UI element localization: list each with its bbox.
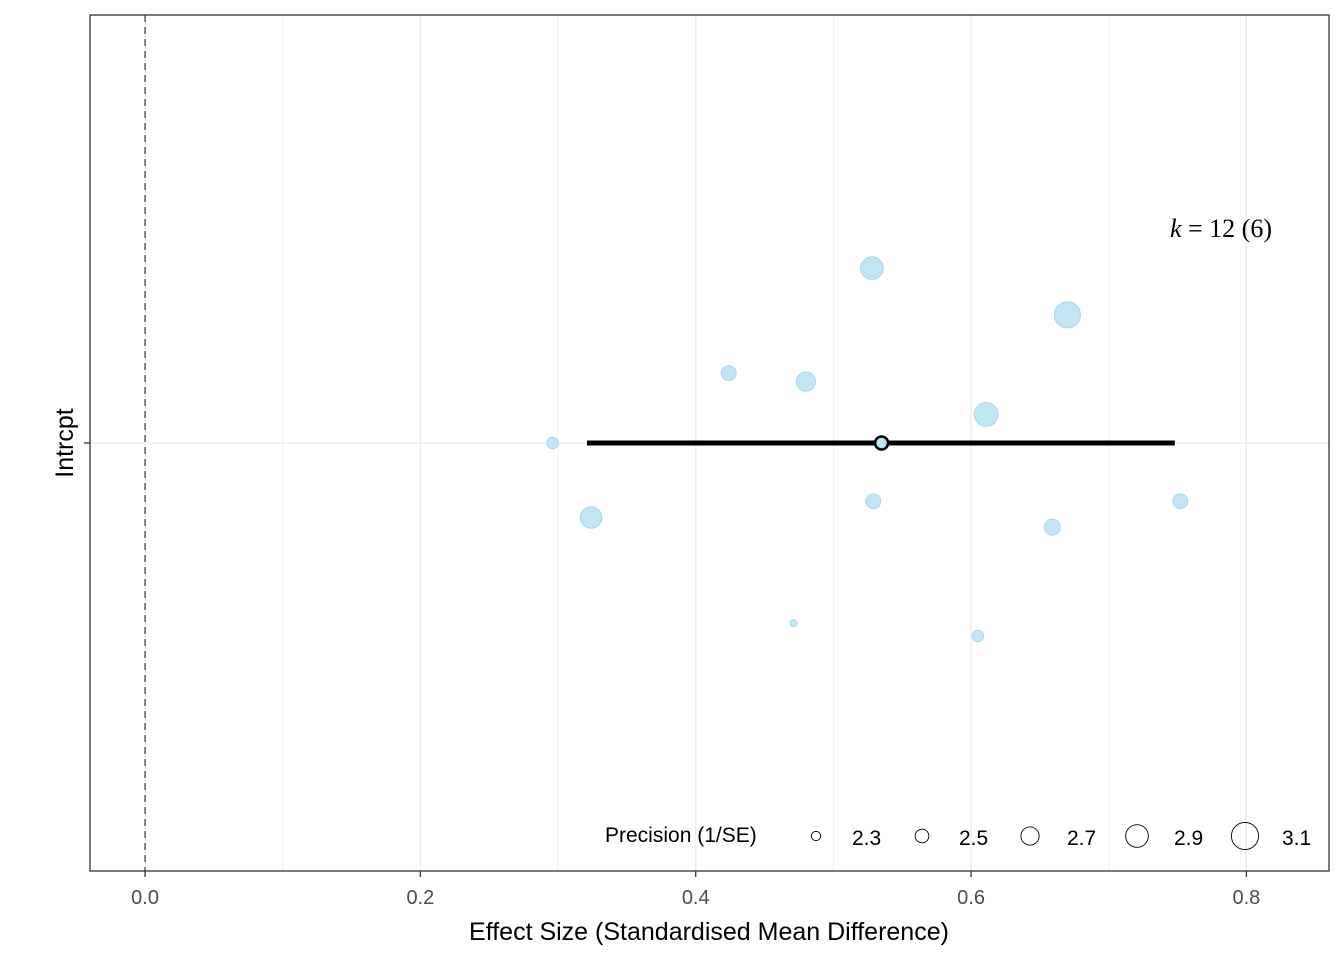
- k-annotation: k = 12 (6): [1170, 214, 1272, 243]
- study-points: [546, 256, 1189, 643]
- x-tick-label: 0.8: [1232, 887, 1260, 909]
- size-legend-label-1: 2.3: [852, 827, 881, 850]
- x-axis: 0.0 0.2 0.4 0.6 0.8: [131, 871, 1260, 909]
- study-point-3: [720, 365, 737, 382]
- study-point-10: [1043, 518, 1061, 536]
- x-tick-label: 0.6: [957, 887, 985, 909]
- study-point-4: [795, 371, 817, 392]
- size-legend-key-5: [1230, 821, 1260, 851]
- size-legend-title: Precision (1/SE): [605, 824, 757, 847]
- size-legend-label-4: 2.9: [1174, 827, 1203, 850]
- size-legend-key-3: [1020, 826, 1040, 846]
- size-legend-key-4: [1125, 824, 1149, 848]
- study-point-5: [973, 402, 999, 427]
- x-tick-label: 0.2: [406, 887, 434, 909]
- size-legend-label-2: 2.5: [959, 827, 988, 850]
- study-point-1: [860, 256, 884, 280]
- size-legend: Precision (1/SE) 2.3 2.5 2.7 2.9 3.1: [605, 821, 1311, 851]
- study-point-12: [971, 629, 985, 643]
- study-point-9: [1172, 493, 1189, 510]
- estimate-point: [873, 435, 890, 451]
- x-tick-label: 0.4: [682, 887, 710, 909]
- study-point-7: [579, 506, 603, 529]
- study-point-11: [789, 619, 798, 628]
- study-point-2: [1053, 301, 1081, 329]
- size-legend-label-5: 3.1: [1282, 827, 1311, 850]
- size-legend-key-1: [810, 830, 822, 842]
- study-point-6: [546, 436, 559, 450]
- pooled-estimate: [586, 435, 1175, 451]
- x-tick-label: 0.0: [131, 887, 159, 909]
- x-axis-title: Effect Size (Standardised Mean Differenc…: [469, 918, 949, 946]
- size-legend-key-2: [914, 828, 930, 844]
- y-axis-title: Intrcpt: [51, 408, 79, 478]
- k-value: = 12 (6): [1182, 214, 1272, 243]
- k-symbol: k: [1170, 214, 1182, 243]
- study-point-8: [865, 493, 882, 510]
- size-legend-label-3: 2.7: [1067, 827, 1096, 850]
